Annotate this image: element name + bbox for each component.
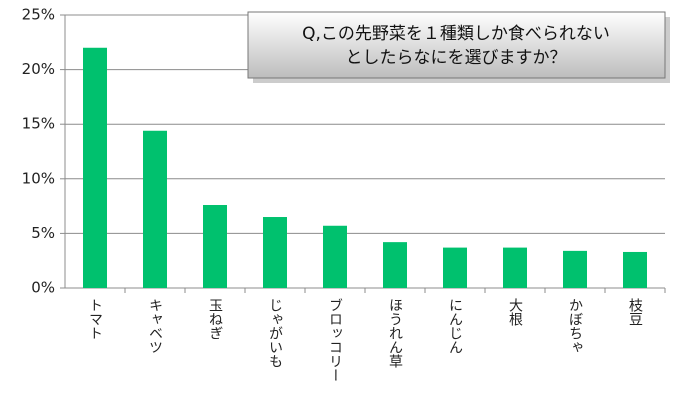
x-tick-label: 玉ねぎ [207,298,223,340]
y-tick-label: 5% [31,224,55,242]
y-tick-label: 10% [22,169,55,187]
bar [383,242,407,288]
chart-title: としたらなにを選びますか？ [346,48,567,68]
chart-title: Q,この先野菜を１種類しか食べられない [302,24,610,44]
bar [563,250,587,288]
bar [203,205,227,288]
title-box [247,11,666,79]
bar [503,247,527,288]
bar [263,217,287,288]
bar [443,247,467,288]
bar [143,130,167,288]
y-tick-label: 20% [22,60,55,78]
x-tick-label: トマト [87,298,103,340]
x-tick-label: キャベツ [147,298,163,354]
x-tick-label: 枝豆 [627,298,643,326]
x-tick-label: にんじん [447,298,463,354]
bar [623,251,647,288]
y-tick-label: 0% [31,279,55,297]
x-tick-label: じゃがいも [267,298,283,368]
x-tick-label: かぼちゃ [567,298,583,354]
bar [323,225,347,288]
x-tick-label: ブロッコリー [327,298,343,382]
y-tick-label: 15% [22,115,55,133]
y-tick-label: 25% [22,6,55,24]
bar [83,47,107,289]
x-tick-label: 大根 [507,298,523,326]
x-tick-label: ほうれん草 [387,298,403,368]
